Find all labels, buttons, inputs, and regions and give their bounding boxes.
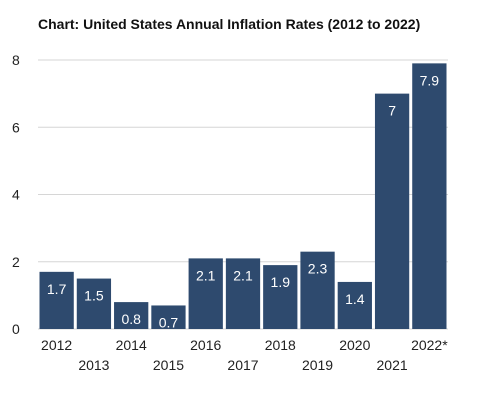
data-label: 0.7 bbox=[159, 314, 179, 330]
data-label: 1.5 bbox=[84, 288, 104, 304]
x-tick-label: 2014 bbox=[116, 337, 147, 353]
data-label: 2.1 bbox=[196, 267, 216, 283]
data-label: 0.8 bbox=[121, 311, 141, 327]
bar-2013 bbox=[76, 278, 112, 329]
x-tick-label: 2016 bbox=[190, 337, 221, 353]
data-label: 2.1 bbox=[233, 267, 253, 283]
x-tick-label: 2019 bbox=[302, 357, 333, 373]
data-label: 7.9 bbox=[420, 72, 440, 88]
data-label: 2.3 bbox=[308, 261, 328, 277]
y-tick-label: 8 bbox=[12, 52, 20, 68]
x-tick-label: 2012 bbox=[41, 337, 72, 353]
bars bbox=[39, 63, 447, 330]
y-tick-label: 6 bbox=[12, 119, 20, 135]
chart-title: Chart: United States Annual Inflation Ra… bbox=[38, 16, 420, 32]
data-label: 7 bbox=[388, 103, 396, 119]
y-tick-label: 0 bbox=[12, 321, 20, 337]
data-label: 1.7 bbox=[47, 281, 67, 297]
bar-2014 bbox=[114, 302, 149, 329]
x-tick-label: 2015 bbox=[153, 357, 184, 373]
bar-2018 bbox=[263, 265, 298, 329]
bar-2016 bbox=[188, 258, 223, 329]
bar-2021 bbox=[374, 93, 410, 329]
data-labels: 1.7 1.5 0.8 0.7 2.1 2.1 1.9 2.3 1.4 7 7.9 bbox=[47, 72, 439, 330]
bar-2019 bbox=[300, 251, 335, 329]
x-axis: 2012 2013 2014 2015 2016 2017 2018 2019 2020 2021… bbox=[41, 337, 448, 373]
bar-2017 bbox=[225, 258, 261, 329]
bar-2020 bbox=[337, 281, 372, 329]
x-tick-label: 2017 bbox=[227, 357, 258, 373]
bar-2012 bbox=[39, 271, 74, 329]
x-tick-label: 2022* bbox=[411, 337, 448, 353]
y-tick-label: 4 bbox=[12, 187, 20, 203]
data-label: 1.9 bbox=[271, 274, 291, 290]
x-tick-label: 2020 bbox=[339, 337, 370, 353]
data-label: 1.4 bbox=[345, 291, 365, 307]
bar-2022* bbox=[412, 63, 447, 330]
bar-2015 bbox=[151, 305, 186, 329]
y-axis: 0 2 4 6 8 bbox=[12, 52, 20, 337]
y-tick-label: 2 bbox=[12, 254, 20, 270]
x-tick-label: 2021 bbox=[377, 357, 408, 373]
x-tick-label: 2013 bbox=[78, 357, 109, 373]
x-tick-label: 2018 bbox=[265, 337, 296, 353]
